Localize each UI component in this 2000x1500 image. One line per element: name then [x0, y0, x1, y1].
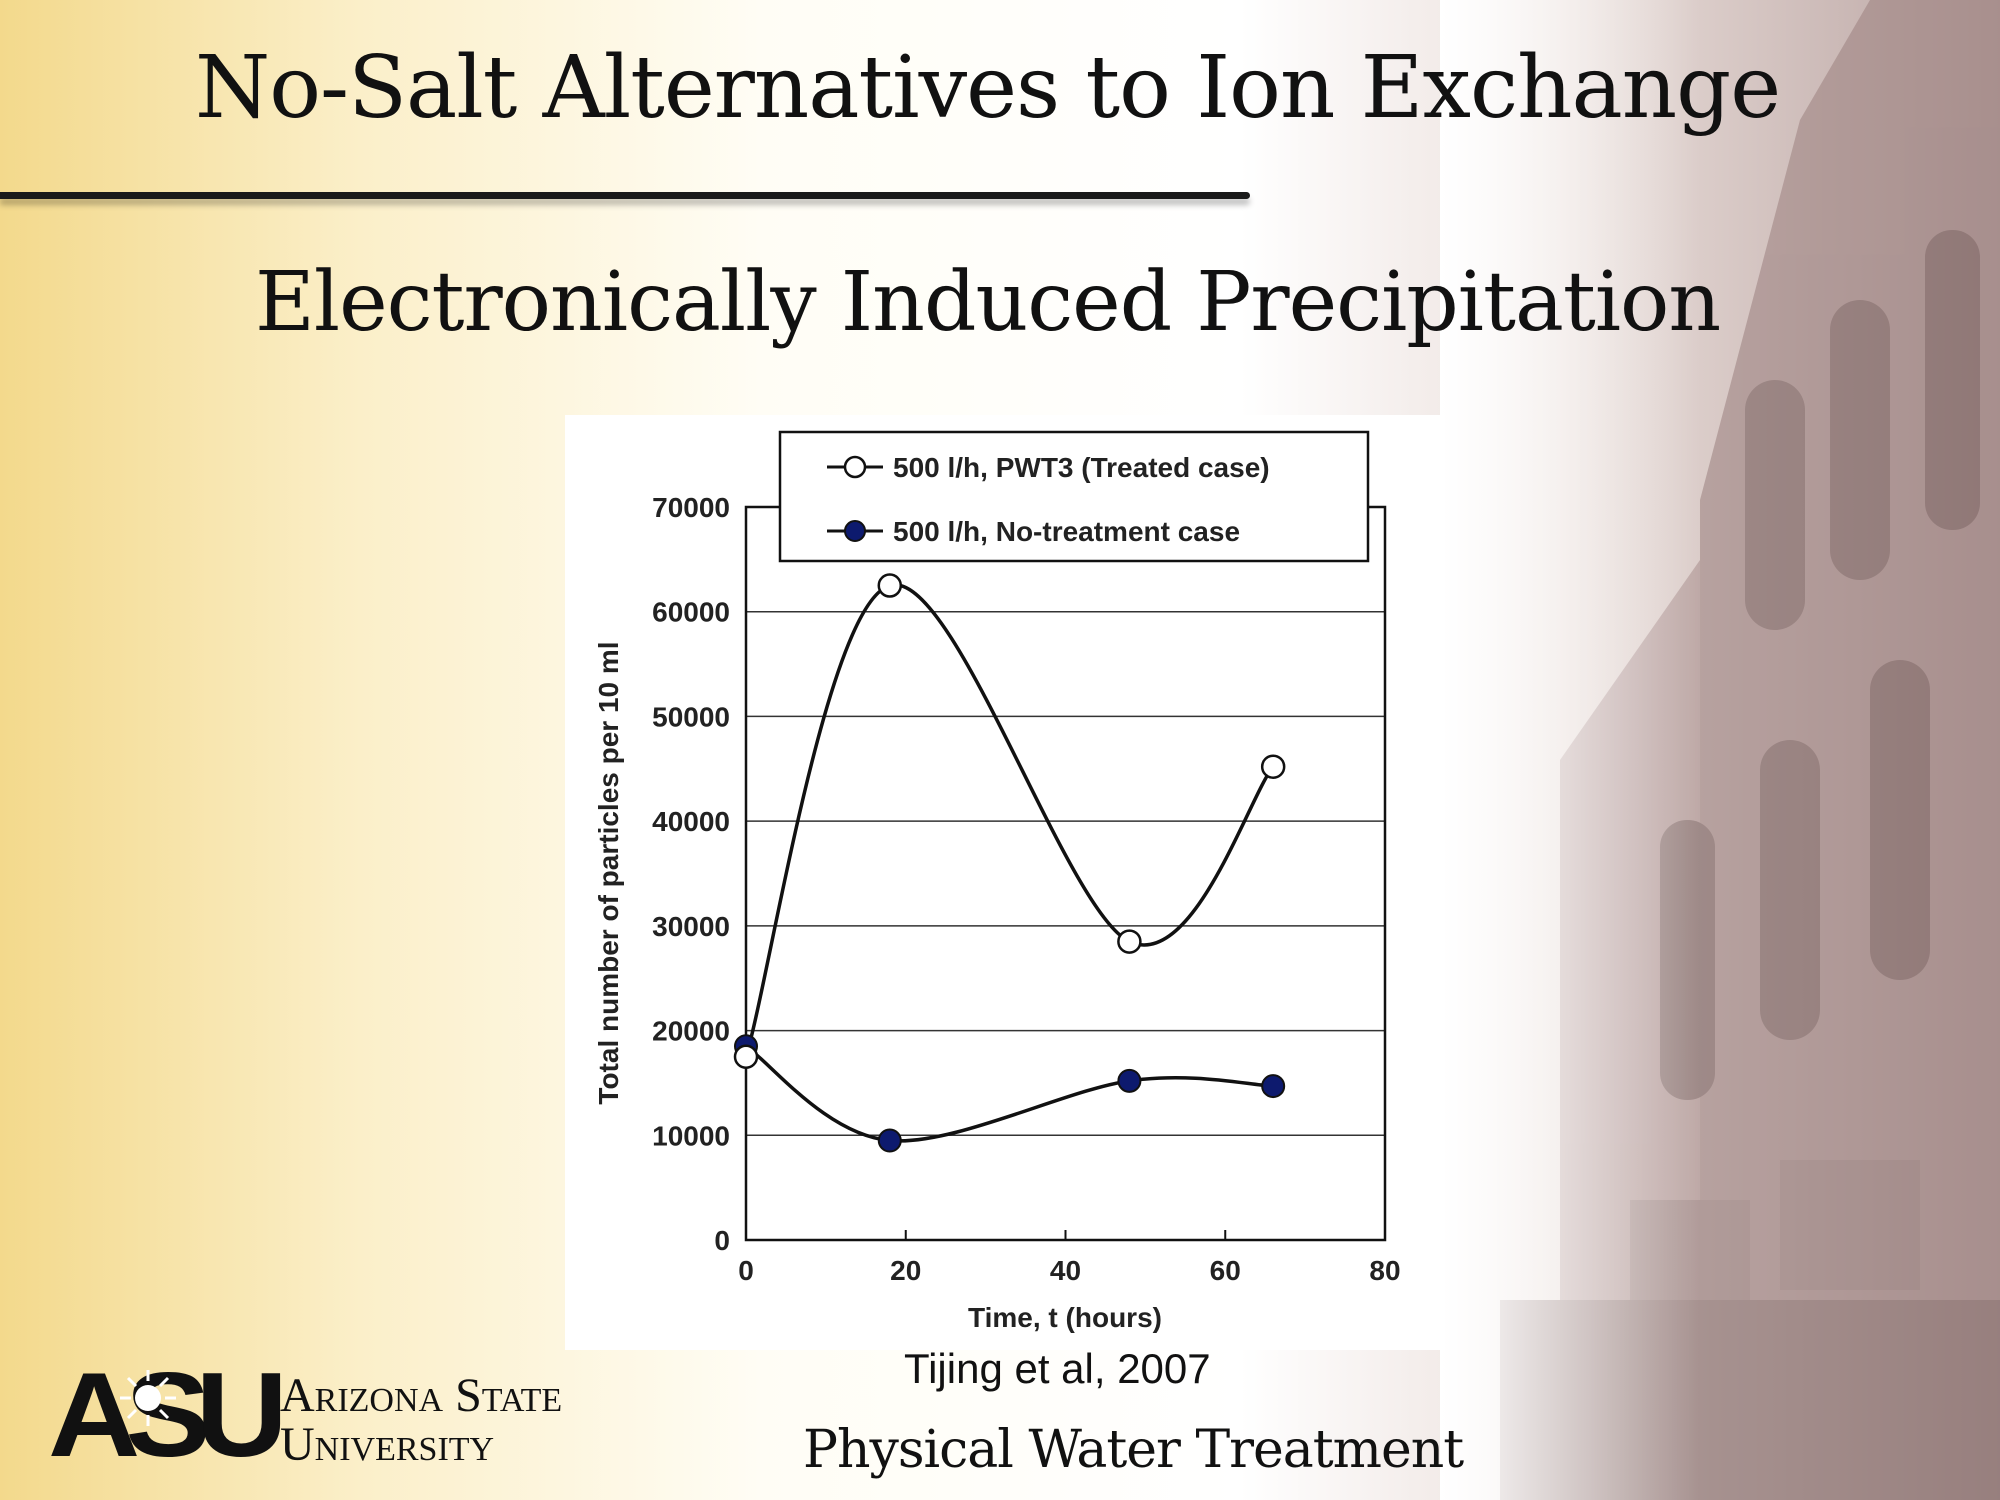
asu-wordmark-line1: Arizona State: [280, 1369, 562, 1422]
x-tick-label-0: 0: [738, 1255, 754, 1286]
x-tick-label-80: 80: [1369, 1255, 1400, 1286]
legend-label-untreated: 500 l/h, No-treatment case: [893, 516, 1240, 547]
title-divider: [0, 192, 1250, 199]
y-tick-label-50000: 50000: [652, 701, 730, 732]
y-tick-label-10000: 10000: [652, 1120, 730, 1151]
data-point-s0-3: [1260, 754, 1286, 779]
y-tick-label-0: 0: [714, 1225, 730, 1256]
slide-title: No-Salt Alternatives to Ion Exchange: [195, 38, 1781, 138]
legend-label-treated: 500 l/h, PWT3 (Treated case): [893, 452, 1270, 483]
slide-subtitle: Electronically Induced Precipitation: [255, 255, 1721, 350]
y-tick-label-70000: 70000: [652, 492, 730, 523]
data-point-s0-0: [733, 1044, 759, 1069]
asu-wordmark-line2: University: [280, 1418, 494, 1471]
chart-panel: 0 10000 20000 30000 40000 50000 60000 70000 0 20 4…: [565, 415, 1445, 1350]
footer-topic: Physical Water Treatment: [803, 1420, 1464, 1480]
legend-box: [778, 430, 1370, 563]
x-tick-label-40: 40: [1050, 1255, 1081, 1286]
citation: Tijing et al, 2007: [904, 1345, 1211, 1392]
data-point-s0-1: [877, 573, 903, 598]
asu-logo-mark: ASU: [48, 1356, 281, 1471]
legend-marker-untreated: [844, 520, 866, 542]
y-tick-label-60000: 60000: [652, 597, 730, 628]
series-lines: [733, 573, 1286, 1153]
particle-count-chart: 0 10000 20000 30000 40000 50000 60000 70000 0 20 4…: [593, 430, 1401, 1333]
series-line-0: [744, 583, 1275, 1058]
x-axis-label: Time, t (hours): [968, 1302, 1162, 1333]
data-point-s0-2: [1117, 929, 1142, 954]
y-tick-label-30000: 30000: [652, 911, 730, 942]
y-tick-label-40000: 40000: [652, 806, 730, 837]
axis-ticks: 0 10000 20000 30000 40000 50000 60000 70000 0 20 4…: [652, 492, 1400, 1286]
legend: 500 l/h, PWT3 (Treated case) 500 l/h, No…: [778, 430, 1370, 563]
y-axis-label: Total number of particles per 10 ml: [593, 641, 624, 1104]
x-tick-label-60: 60: [1210, 1255, 1241, 1286]
data-point-s1-1: [877, 1128, 902, 1153]
gridlines: [746, 610, 1385, 1137]
x-tick-label-20: 20: [890, 1255, 921, 1286]
data-point-s1-3: [1261, 1074, 1286, 1099]
asu-logo: ASU Arizona State University: [48, 1356, 562, 1471]
y-tick-label-20000: 20000: [652, 1016, 730, 1047]
data-point-s1-2: [1117, 1068, 1142, 1093]
legend-marker-treated: [843, 455, 867, 479]
sun-icon: [120, 1370, 176, 1426]
plot-area-frame: [744, 505, 1387, 1242]
series-line-1: [745, 1044, 1274, 1143]
